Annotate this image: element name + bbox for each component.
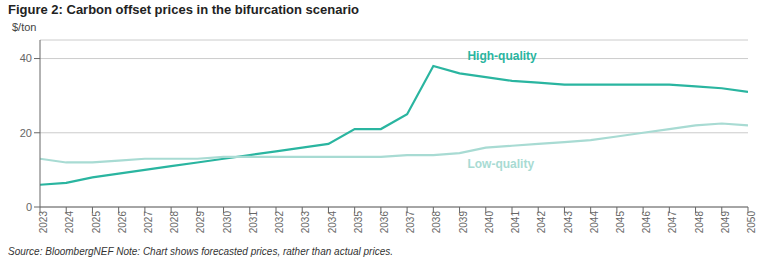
svg-text:2036: 2036 <box>379 211 390 234</box>
svg-text:2041: 2041 <box>510 211 521 234</box>
svg-text:2046: 2046 <box>641 211 652 234</box>
svg-text:Low-quality: Low-quality <box>467 157 534 171</box>
svg-text:2031: 2031 <box>248 211 259 234</box>
svg-text:2039: 2039 <box>458 211 469 234</box>
svg-text:2043: 2043 <box>563 211 574 234</box>
svg-text:0: 0 <box>26 201 32 213</box>
svg-text:2028: 2028 <box>169 211 180 234</box>
svg-text:2030: 2030 <box>222 211 233 234</box>
svg-text:2042: 2042 <box>536 211 547 234</box>
svg-text:2033: 2033 <box>300 211 311 234</box>
svg-text:2035: 2035 <box>353 211 364 234</box>
svg-text:2034: 2034 <box>327 211 338 234</box>
svg-text:2023: 2023 <box>38 211 49 234</box>
svg-text:2040: 2040 <box>484 211 495 234</box>
svg-text:2047: 2047 <box>667 211 678 234</box>
svg-text:2027: 2027 <box>143 211 154 234</box>
html-text:$/ton: $/ton <box>12 21 37 33</box>
svg-text:2026: 2026 <box>117 211 128 234</box>
svg-text:2032: 2032 <box>274 211 285 234</box>
svg-text:2025: 2025 <box>91 211 102 234</box>
svg-text:2049: 2049 <box>720 211 731 234</box>
svg-text:High-quality: High-quality <box>467 49 537 63</box>
svg-text:40: 40 <box>20 52 32 64</box>
svg-text:2029: 2029 <box>195 211 206 234</box>
svg-text:20: 20 <box>20 127 32 139</box>
html-text:Figure 2: Carbon offset prices: Figure 2: Carbon offset prices in the bi… <box>8 2 360 17</box>
svg-text:2048: 2048 <box>694 211 705 234</box>
svg-text:2044: 2044 <box>589 211 600 234</box>
svg-text:2024: 2024 <box>64 211 75 234</box>
svg-text:2037: 2037 <box>405 211 416 234</box>
svg-text:2050: 2050 <box>746 211 757 234</box>
svg-text:2045: 2045 <box>615 211 626 234</box>
html-text:Source: BloombergNEF Note: Cha: Source: BloombergNEF Note: Chart shows f… <box>8 246 393 257</box>
svg-text:2038: 2038 <box>431 211 442 234</box>
